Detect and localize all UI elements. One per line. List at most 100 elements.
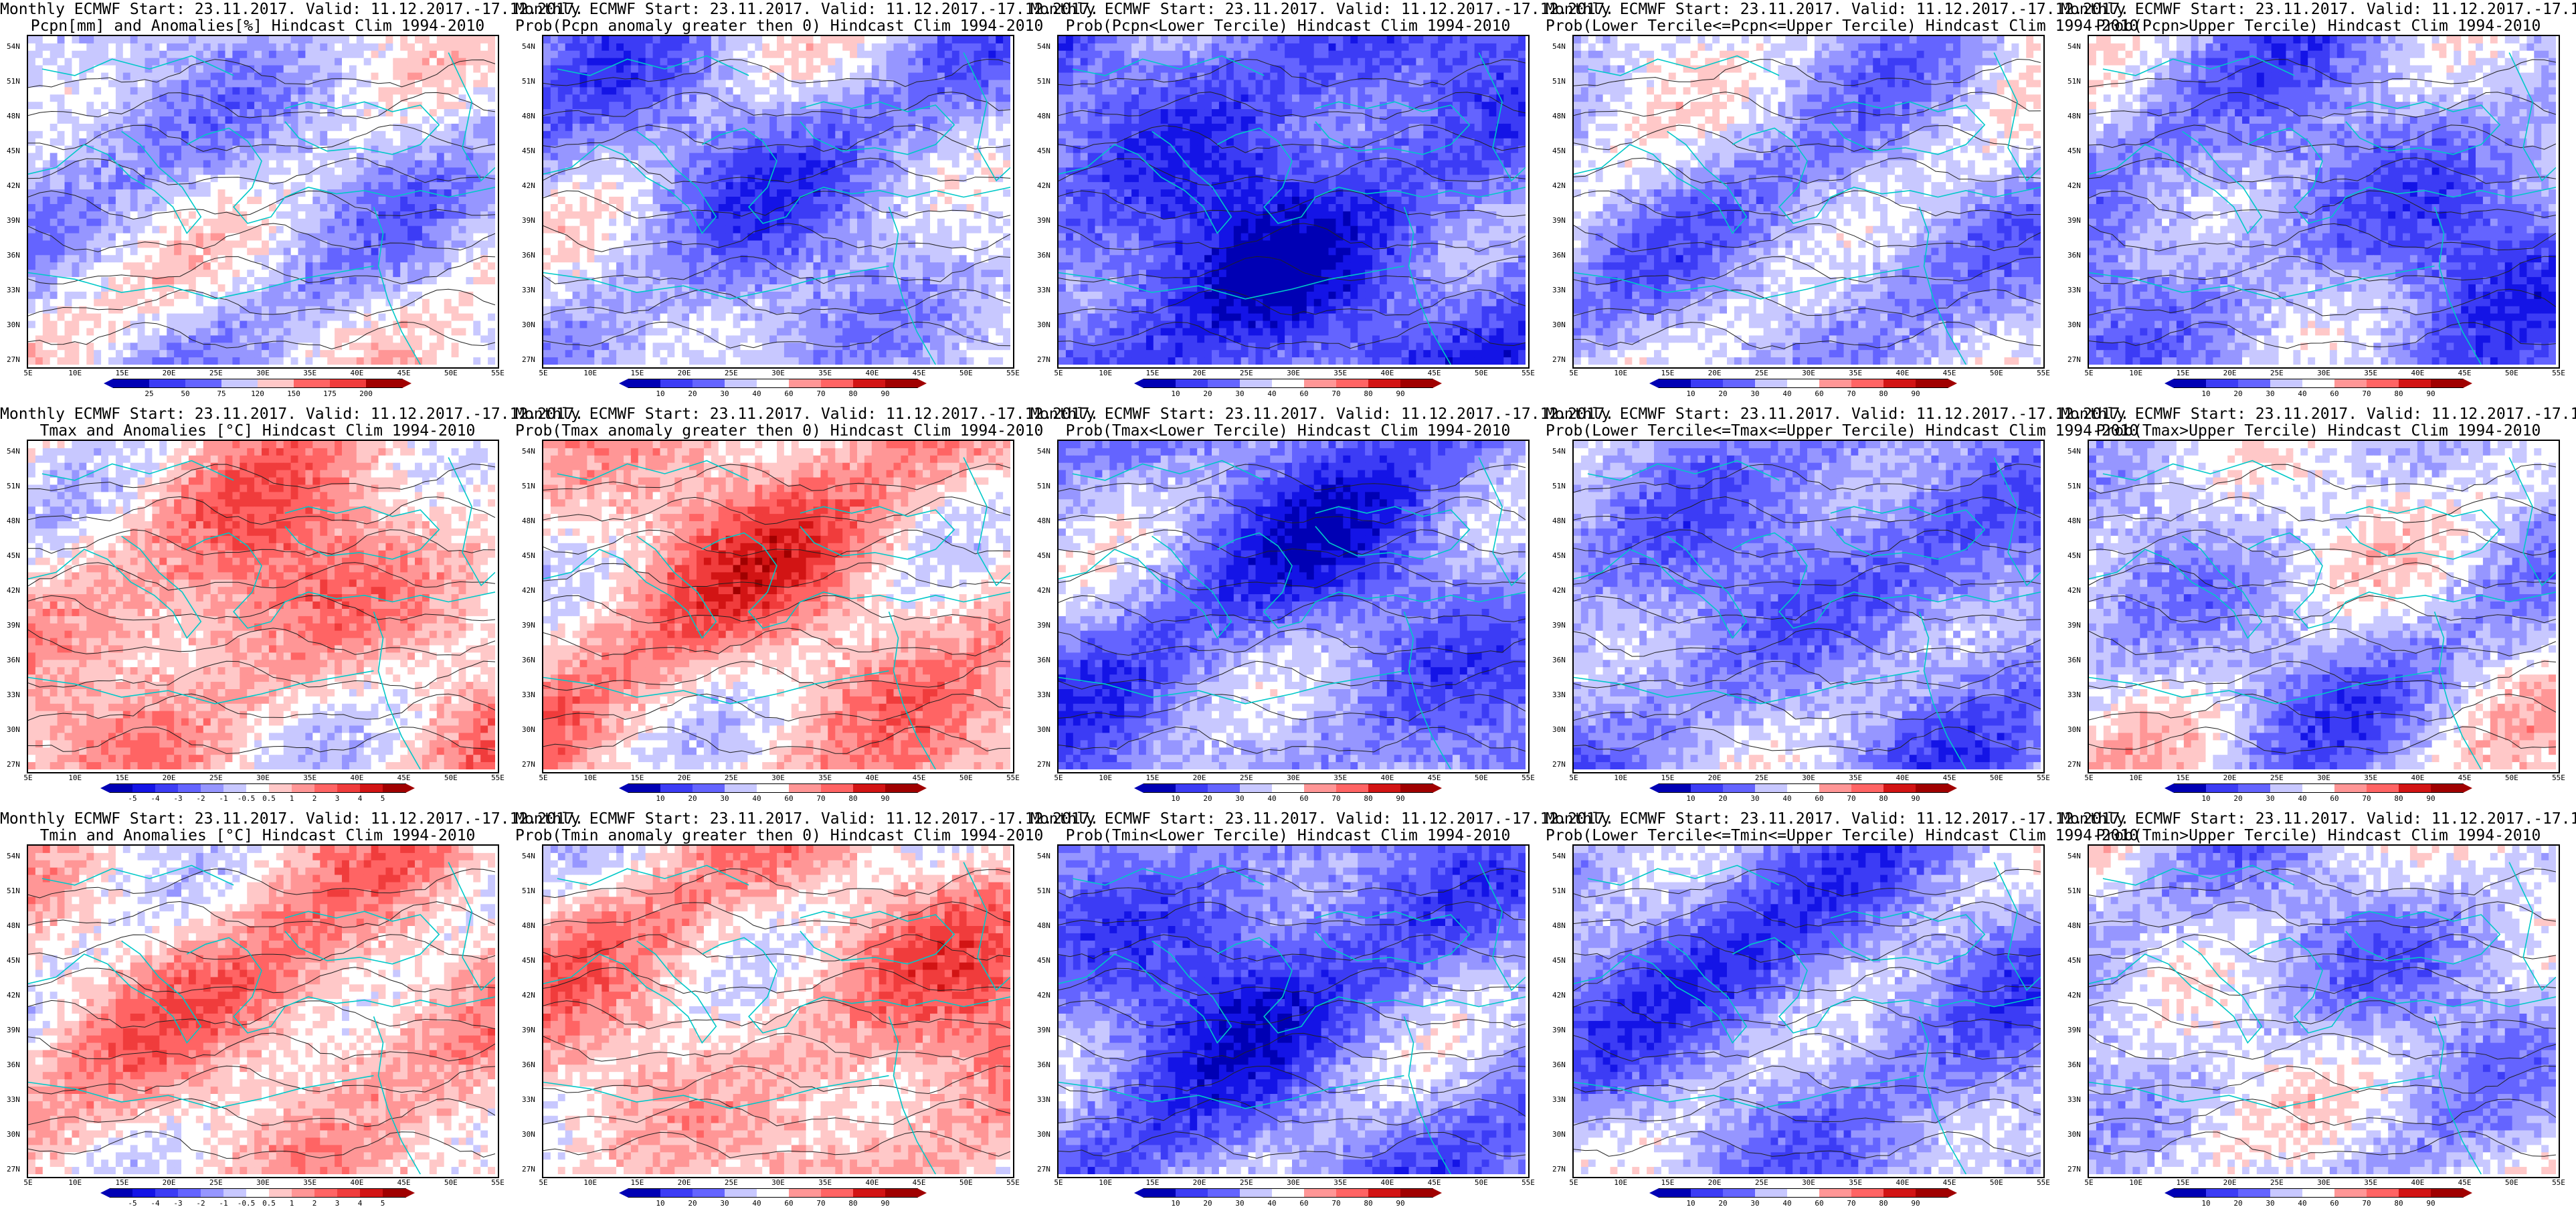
shading-layer — [28, 36, 495, 365]
latitude-label: 39N — [7, 622, 20, 630]
colorbar-tick-label: 3 — [335, 795, 340, 803]
longitude-label: 40E — [865, 774, 879, 782]
colorbar-cell — [185, 379, 222, 388]
colorbar-tick-label: 0.5 — [262, 795, 276, 803]
colorbar-cell — [789, 1188, 822, 1198]
colorbar-cell — [223, 1188, 247, 1198]
shading-layer — [28, 441, 495, 769]
longitude-label: 35E — [2364, 369, 2377, 377]
latitude-label: 36N — [7, 1061, 20, 1069]
longitude-label: 15E — [630, 369, 644, 377]
longitude-label: 50E — [2505, 369, 2518, 377]
latitude-label: 39N — [522, 1026, 535, 1034]
coastlines — [28, 862, 495, 1174]
longitude-label: 15E — [2176, 774, 2189, 782]
colorbar — [619, 379, 927, 388]
forecast-map — [1572, 440, 2045, 773]
latitude-label: 27N — [522, 761, 535, 769]
colorbar-tick-label: 90 — [2426, 795, 2435, 803]
latitude-label: 30N — [7, 321, 20, 329]
colorbar-tick-label: 175 — [323, 390, 337, 398]
colorbar-cell — [337, 783, 361, 793]
latitude-label: 48N — [1037, 112, 1050, 120]
longitude-label: 40E — [1380, 369, 1394, 377]
colorbar-tick-label: 70 — [2362, 795, 2371, 803]
longitude-label: 50E — [1475, 369, 1488, 377]
colorbar-cell — [2270, 379, 2303, 388]
colorbar-cell — [821, 379, 854, 388]
colorbar-tick-label: 80 — [2394, 390, 2403, 398]
colorbar-cell — [1208, 783, 1240, 793]
longitude-label: 20E — [678, 369, 691, 377]
colorbar-tick-label: 60 — [784, 795, 793, 803]
shaded-field — [543, 846, 1010, 1174]
colorbar-tick-label: 60 — [784, 1200, 793, 1208]
colorbar-cell — [1272, 379, 1305, 388]
shading-layer — [1059, 441, 1526, 769]
colorbar-cell — [221, 379, 258, 388]
colorbar-cell — [1755, 379, 1788, 388]
contour-lines — [1059, 59, 1526, 349]
colorbar-tick-label: -2 — [196, 795, 205, 803]
contour-lines — [1574, 868, 2041, 1159]
colorbar-tick-label: 80 — [1879, 795, 1888, 803]
forecast-map — [1057, 440, 1530, 773]
longitude-label: 45E — [1428, 1179, 1441, 1187]
colorbar-cell — [2238, 379, 2271, 388]
panel-title-line1: Monthly ECMWF Start: 23.11.2017. Valid: … — [1030, 1, 1614, 18]
longitude-label: 55E — [2552, 774, 2565, 782]
colorbar-cell — [821, 1188, 854, 1198]
colorbar-tick-label: 60 — [784, 390, 793, 398]
longitude-label: 20E — [1193, 774, 1206, 782]
colorbar-cell — [360, 783, 383, 793]
longitude-label: 40E — [350, 1179, 363, 1187]
longitude-label: 55E — [2037, 369, 2050, 377]
colorbar-cell — [789, 379, 822, 388]
colorbar-low-arrow — [1134, 783, 1143, 793]
latitude-label: 30N — [2067, 1131, 2081, 1139]
map-panel: Monthly ECMWF Start: 23.11.2017. Valid: … — [515, 0, 1099, 401]
colorbar-cell — [1143, 379, 1176, 388]
longitude-label: 40E — [2411, 369, 2424, 377]
colorbar-tick-label: 10 — [2201, 795, 2210, 803]
longitude-label: 25E — [209, 1179, 223, 1187]
latitude-label: 27N — [7, 761, 20, 769]
colorbar-tick-label: -1 — [219, 1200, 227, 1208]
latitude-label: 48N — [1552, 112, 1566, 120]
longitude-label: 25E — [725, 369, 738, 377]
latitude-label: 33N — [1037, 1096, 1050, 1104]
longitude-label: 5E — [539, 369, 547, 377]
latitude-label: 27N — [522, 356, 535, 364]
colorbar-cell — [178, 1188, 201, 1198]
colorbar-tick-label: 80 — [1879, 1200, 1888, 1208]
colorbar-tick-label: 40 — [1782, 1200, 1791, 1208]
panel-title-line2: Prob(Tmax anomaly greater then 0) Hindca… — [515, 423, 1043, 440]
colorbar-cell — [149, 379, 186, 388]
longitude-label: 45E — [1428, 369, 1441, 377]
latitude-label: 51N — [522, 887, 535, 895]
forecast-map — [2088, 844, 2560, 1178]
shaded-field — [1059, 846, 1526, 1174]
colorbar-tick-label: 30 — [720, 390, 729, 398]
longitude-label: 20E — [2223, 1179, 2237, 1187]
colorbar-cell — [292, 783, 315, 793]
longitude-label: 30E — [256, 369, 270, 377]
longitude-label: 25E — [1755, 774, 1768, 782]
colorbar-tick-label: 10 — [1686, 795, 1695, 803]
longitude-label: 45E — [913, 774, 926, 782]
colorbar-tick-label: 60 — [1815, 390, 1823, 398]
longitude-label: 5E — [2084, 1179, 2093, 1187]
latitude-label: 45N — [2067, 552, 2081, 560]
map-panel: Monthly ECMWF Start: 23.11.2017. Valid: … — [515, 405, 1099, 806]
latitude-label: 45N — [522, 147, 535, 155]
latitude-label: 39N — [1037, 622, 1050, 630]
colorbar-tick-label: 3 — [335, 1200, 340, 1208]
colorbar-tick-label: -1 — [219, 795, 227, 803]
longitude-label: 45E — [2458, 774, 2472, 782]
colorbar-cell — [360, 1188, 383, 1198]
colorbar-cell — [178, 783, 201, 793]
colorbar-tick-label: -5 — [128, 1200, 136, 1208]
latitude-label: 39N — [1037, 217, 1050, 225]
colorbar-tick-label: 80 — [2394, 795, 2403, 803]
